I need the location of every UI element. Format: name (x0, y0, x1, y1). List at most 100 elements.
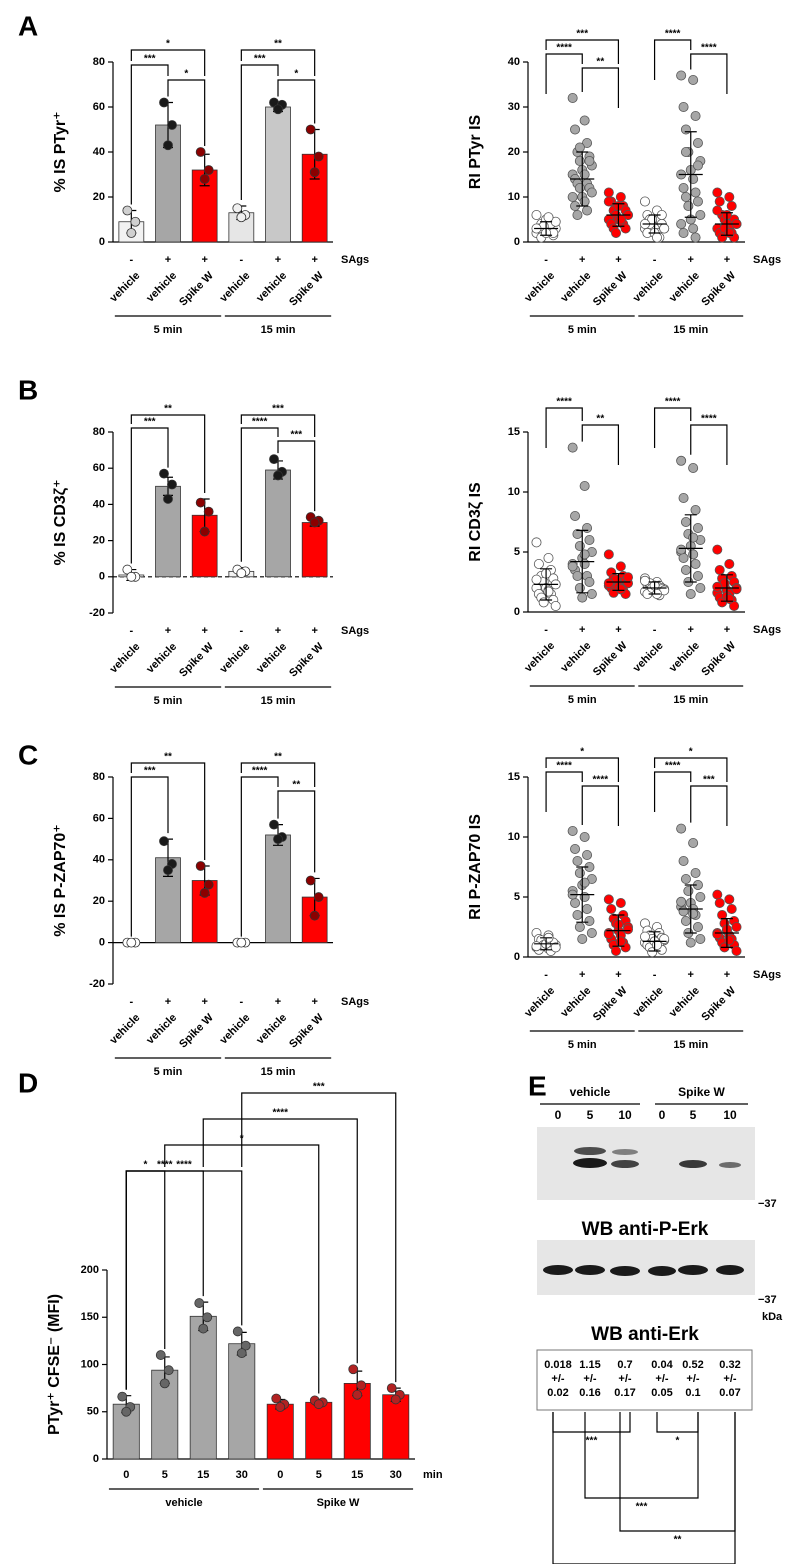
x-tick-label: vehicle (218, 1012, 253, 1047)
data-point (584, 535, 595, 546)
x-tick-label: Spike W (591, 639, 630, 678)
data-point (688, 462, 699, 473)
quant-pm: +/- (551, 1373, 564, 1385)
data-point (130, 216, 141, 227)
quant-sd: 0.16 (579, 1387, 600, 1399)
data-point (198, 1323, 209, 1334)
group-label: 5 min (154, 695, 183, 707)
data-point (692, 571, 703, 582)
data-point (623, 924, 634, 935)
sags-label: - (239, 996, 243, 1008)
x-tick-label: vehicle (559, 270, 594, 305)
error-bar (540, 568, 553, 601)
data-point (273, 834, 283, 844)
data-point (159, 97, 169, 108)
y-tick-label: 10 (508, 831, 520, 843)
significance-bracket (545, 771, 583, 812)
x-tick-label: vehicle (108, 641, 143, 676)
data-point (117, 1391, 128, 1402)
data-point (269, 819, 279, 830)
data-point (606, 904, 617, 915)
significance-label: *** (144, 766, 156, 777)
data-point (531, 574, 542, 585)
data-point (538, 597, 549, 608)
x-tick-label: vehicle (667, 270, 702, 305)
data-point (680, 916, 691, 927)
data-point (615, 561, 626, 572)
significance-label: **** (665, 761, 681, 772)
band (573, 1158, 607, 1168)
group-label: 5 min (568, 694, 597, 706)
data-point (603, 929, 614, 940)
data-point (582, 904, 593, 915)
data-point (603, 894, 614, 905)
quant-pm: +/- (655, 1373, 668, 1385)
data-point (615, 214, 626, 225)
lane-label: 10 (723, 1108, 737, 1122)
data-point (582, 137, 593, 148)
significance-bracket (167, 79, 206, 146)
sags-label: - (544, 254, 548, 266)
data-point (579, 169, 590, 180)
lane-label: 0 (555, 1108, 562, 1122)
data-point (724, 894, 735, 905)
error-bar (684, 131, 697, 218)
data-point (273, 470, 283, 481)
sags-label: + (579, 254, 585, 266)
data-point (570, 510, 581, 521)
y-axis-label: RI PTyr IS (467, 114, 484, 189)
data-point (163, 1365, 174, 1376)
y-tick-label: 40 (93, 854, 105, 866)
significance-label: *** (290, 430, 302, 441)
y-tick-label: 15 (508, 771, 520, 783)
data-point (683, 200, 694, 211)
significance-bracket (545, 407, 583, 448)
data-point (688, 549, 699, 560)
lane-label: 0 (659, 1108, 666, 1122)
significance-label: **** (665, 29, 681, 40)
y-tick-label: 0 (514, 606, 520, 618)
significance-bracket (581, 785, 620, 826)
data-point (726, 904, 737, 915)
lane-label: 5 (690, 1108, 697, 1122)
data-point (574, 142, 585, 153)
data-point (680, 191, 691, 202)
significance-label: **** (556, 761, 572, 772)
data-point (680, 565, 691, 576)
data-point (688, 223, 699, 234)
data-point (659, 223, 670, 234)
data-point (603, 549, 614, 560)
data-point (167, 479, 177, 490)
data-point (615, 191, 626, 202)
quant-mean: 0.04 (651, 1359, 673, 1371)
x-tick-label: vehicle (144, 641, 179, 676)
data-point (724, 227, 735, 238)
error-bar (540, 221, 553, 236)
significance-bracket (653, 757, 728, 782)
data-point (676, 896, 687, 907)
data-point (305, 875, 316, 886)
significance-bracket (240, 414, 316, 437)
band (610, 1266, 640, 1276)
x-tick-label: vehicle (667, 985, 702, 1020)
data-point (531, 941, 542, 952)
blot-title: WB anti-Erk (591, 1324, 699, 1345)
sags-label: - (129, 254, 133, 266)
x-tick-label: vehicle (631, 985, 666, 1020)
x-tick-label: Spike W (177, 269, 216, 308)
data-point (584, 916, 595, 927)
data-point (313, 892, 324, 902)
significance-label: *** (636, 1502, 648, 1513)
quant-pm: +/- (723, 1373, 736, 1385)
data-point (574, 868, 585, 879)
data-point (579, 892, 590, 903)
data-point (572, 209, 583, 220)
significance-bracket (690, 53, 728, 94)
data-point (570, 844, 581, 855)
significance-label: ** (164, 752, 172, 763)
panel-letter: C (18, 739, 38, 770)
quant-sd: 0.02 (547, 1387, 568, 1399)
data-point (688, 75, 699, 86)
sags-label: + (201, 625, 207, 637)
